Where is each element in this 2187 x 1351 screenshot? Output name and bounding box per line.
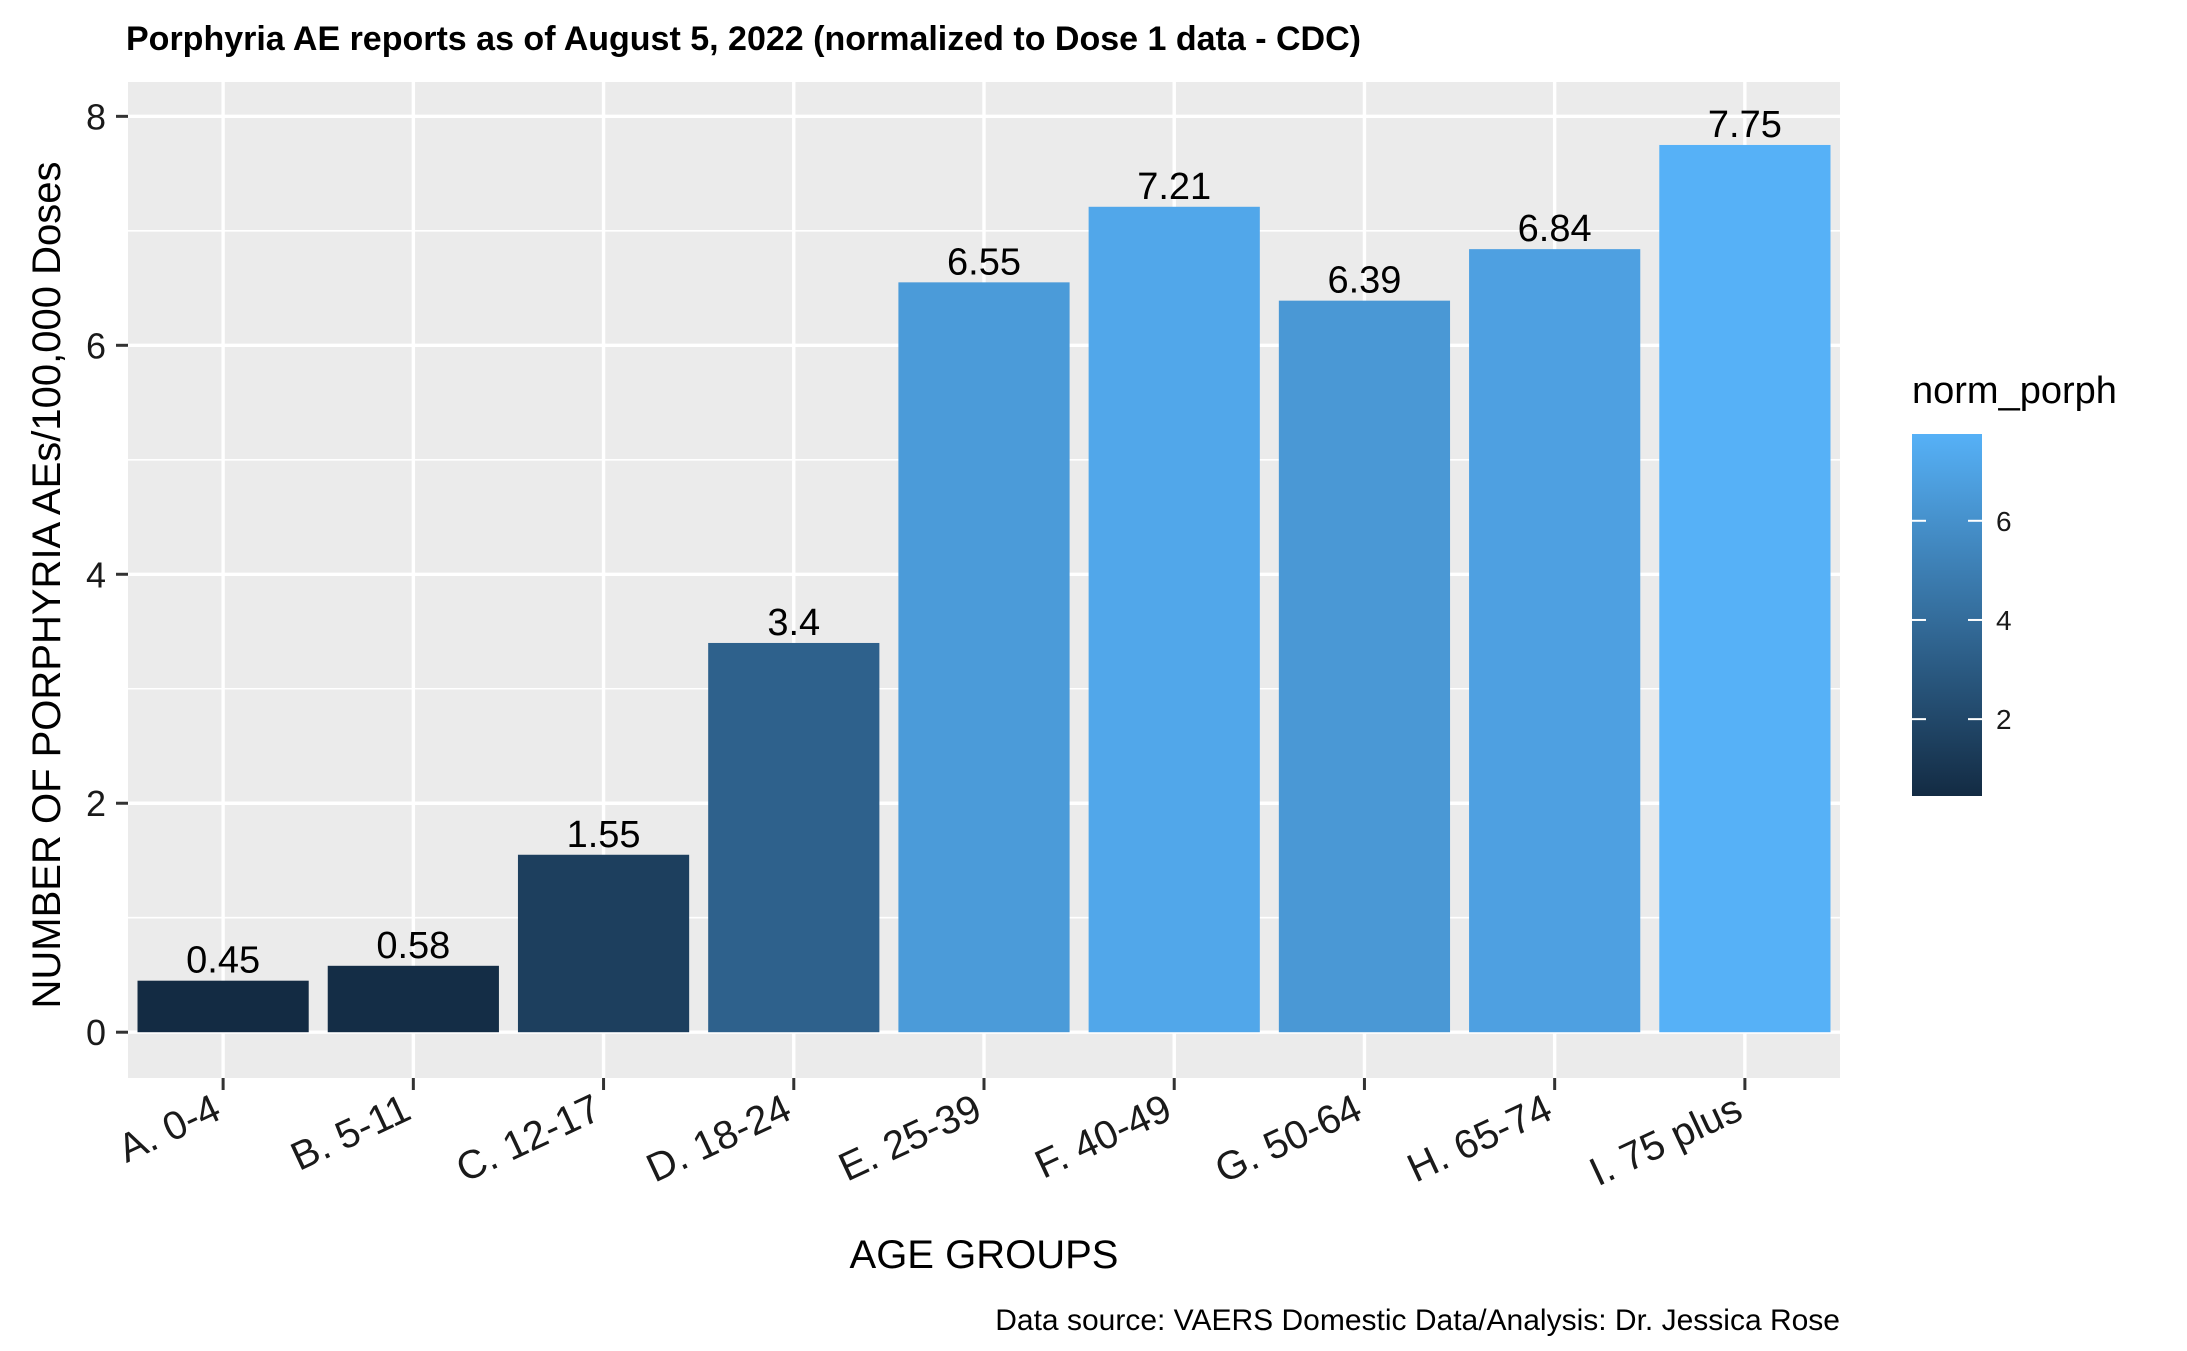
x-axis-title: AGE GROUPS <box>850 1233 1119 1277</box>
bar <box>708 642 880 1033</box>
bar-labels: 0.45 0.58 1.55 3.4 6.55 7.21 6.39 6.84 7.75 <box>186 104 1782 982</box>
x-tick-label: D. 18-24 <box>640 1086 798 1191</box>
bar-value-label: 6.55 <box>947 241 1021 283</box>
y-axis: 0 2 4 6 8 <box>86 96 128 1053</box>
x-tick-label: H. 65-74 <box>1401 1086 1559 1191</box>
y-tick-label: 2 <box>86 783 106 824</box>
bar <box>517 854 690 1033</box>
legend-tick-label: 2 <box>1996 704 2012 735</box>
legend-tick-label: 6 <box>1996 506 2012 537</box>
chart-title: Porphyria AE reports as of August 5, 202… <box>126 20 1361 58</box>
y-tick-label: 6 <box>86 325 106 366</box>
x-tick-label: F. 40-49 <box>1028 1086 1178 1187</box>
bar <box>1278 300 1451 1033</box>
bars <box>137 144 1831 1033</box>
bar <box>1659 144 1831 1033</box>
bar-value-label: 0.58 <box>376 925 450 967</box>
bar-value-label: 6.84 <box>1518 208 1592 250</box>
bar-value-label: 3.4 <box>767 602 820 644</box>
legend-colorbar <box>1912 434 1982 796</box>
legend-ticks: 2 4 6 <box>1912 506 2012 735</box>
y-tick-label: 8 <box>86 96 106 137</box>
x-tick-label: C. 12-17 <box>450 1086 608 1191</box>
bar <box>137 980 309 1033</box>
x-tick-label: E. 25-39 <box>832 1086 988 1190</box>
bar <box>1469 249 1641 1033</box>
x-tick-label: I. 75 plus <box>1583 1086 1749 1194</box>
bar-value-label: 1.55 <box>567 814 641 856</box>
x-tick-label: G. 50-64 <box>1209 1086 1369 1192</box>
bar <box>327 965 499 1033</box>
bar-value-label: 6.39 <box>1327 260 1401 302</box>
bar <box>898 282 1070 1033</box>
y-axis-title: NUMBER OF PORPHYRIA AEs/100,000 Doses <box>25 162 69 1009</box>
bar-value-label: 0.45 <box>186 940 260 982</box>
legend-tick-label: 4 <box>1996 605 2012 636</box>
bar-value-label: 7.75 <box>1708 104 1782 146</box>
y-tick-label: 0 <box>86 1012 106 1053</box>
x-axis: A. 0-4 B. 5-11 C. 12-17 D. 18-24 E. 25-39 F. … <box>112 1078 1749 1195</box>
x-tick-label: A. 0-4 <box>112 1086 227 1171</box>
legend-title: norm_porph <box>1912 370 2117 412</box>
y-tick-label: 4 <box>86 554 106 595</box>
caption: Data source: VAERS Domestic Data/Analysi… <box>995 1304 1840 1337</box>
bar <box>1088 206 1260 1033</box>
x-tick-label: B. 5-11 <box>284 1086 417 1179</box>
bar-value-label: 7.21 <box>1137 166 1211 208</box>
